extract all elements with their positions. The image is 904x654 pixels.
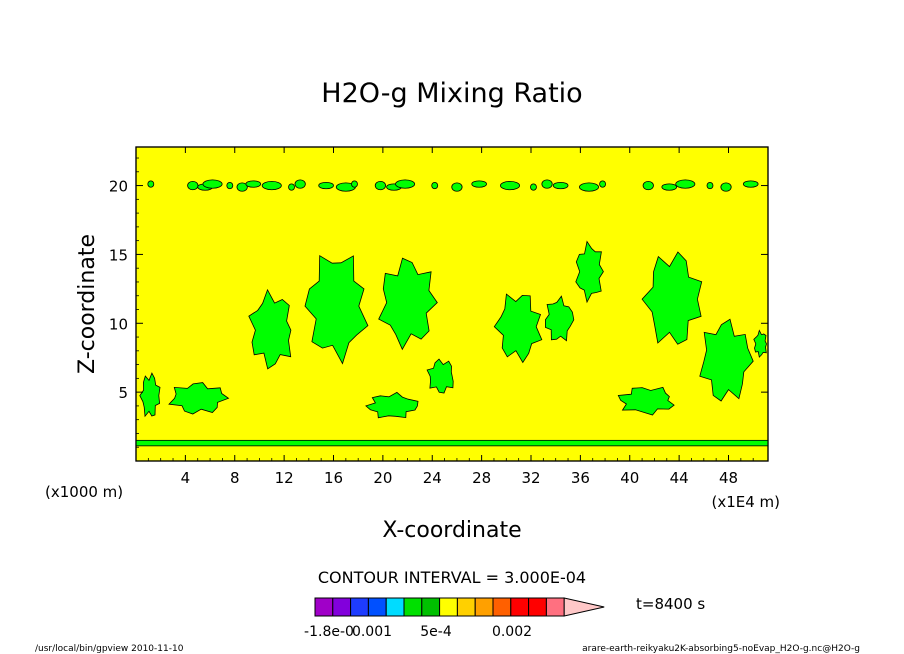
- x-tick-label: 32: [521, 469, 540, 487]
- colorbar-cell: [403, 597, 423, 617]
- colorbar-cell: [421, 597, 441, 617]
- humid-region: [365, 391, 419, 419]
- footer-right: arare-earth-reikyaku2K-absorbing5-noEvap…: [582, 644, 860, 654]
- y-axis-label: Z-coordinate: [75, 234, 100, 374]
- colorbar-arrow: [563, 597, 605, 617]
- x-tick-label: 24: [423, 469, 442, 487]
- chart-title: H2O-g Mixing Ratio: [321, 78, 582, 109]
- upper-humid-blob: [500, 180, 521, 191]
- colorbar-cell: [492, 597, 512, 617]
- colorbar-cell: [385, 597, 405, 617]
- x-tick-label: 8: [230, 469, 240, 487]
- x-axis-label: X-coordinate: [382, 518, 521, 543]
- upper-humid-blob: [451, 182, 463, 192]
- colorbar: [314, 597, 605, 617]
- colorbar-cell: [545, 597, 565, 617]
- x-tick-label: 12: [275, 469, 294, 487]
- upper-humid-blob: [675, 179, 696, 189]
- upper-humid-blob: [288, 183, 295, 191]
- humid-region: [545, 295, 575, 342]
- upper-humid-blob: [471, 180, 487, 188]
- colorbar-labels: -1.8e-00.001 5e-4 0.002: [304, 624, 532, 640]
- plot-frame: [135, 146, 769, 462]
- humid-region: [248, 288, 292, 370]
- upper-humid-blob: [530, 183, 537, 191]
- upper-humid-blob: [236, 182, 248, 192]
- upper-humid-blob: [202, 179, 223, 189]
- colorbar-label: 0.002: [492, 624, 532, 640]
- x-tick-label: 16: [324, 469, 343, 487]
- humid-region: [699, 318, 754, 402]
- colorbar-label: -1.8e-0: [304, 624, 354, 640]
- colorbar-label: 0.001: [352, 624, 392, 640]
- x-tick-label: 20: [373, 469, 392, 487]
- x-tick-label: 48: [719, 469, 738, 487]
- colorbar-cell: [314, 597, 334, 617]
- x-unit-label: (x1E4 m): [711, 493, 780, 511]
- colorbar-cell: [528, 597, 547, 617]
- humid-region: [617, 386, 675, 416]
- colorbar-cell: [332, 597, 352, 617]
- y-tick-label: 10: [109, 315, 128, 333]
- colorbar-cell: [350, 597, 369, 617]
- x-tick-label: 4: [181, 469, 191, 487]
- humid-region: [641, 251, 703, 345]
- colorbar-cell: [456, 597, 476, 617]
- upper-humid-blob: [661, 183, 678, 191]
- y-axis: 5 10 15 20: [109, 157, 768, 448]
- x-axis: 4 8 12 16 20 24 28 32 36 40 44 48: [147, 147, 754, 487]
- y-unit-label: (x1000 m): [45, 483, 123, 501]
- humid-region: [493, 293, 543, 364]
- y-tick-label: 15: [109, 246, 128, 264]
- colorbar-cell: [367, 597, 387, 617]
- humid-region: [378, 257, 438, 351]
- upper-humid-blob: [599, 180, 606, 188]
- upper-humid-blob: [245, 180, 262, 188]
- x-tick-label: 40: [620, 469, 639, 487]
- footer-left: /usr/local/bin/gpview 2010-11-10: [35, 644, 184, 654]
- plot-area: [135, 146, 769, 462]
- upper-humid-blob: [552, 181, 569, 190]
- humid-region: [139, 372, 161, 418]
- upper-humid-blob: [147, 180, 155, 188]
- x-tick-label: 36: [571, 469, 590, 487]
- upper-humid-blob: [187, 180, 199, 191]
- upper-humid-blob: [431, 181, 439, 190]
- x-tick-label: 44: [670, 469, 689, 487]
- y-tick-label: 20: [109, 178, 128, 196]
- humid-region: [753, 329, 767, 358]
- surface-layer-band: [135, 439, 769, 447]
- colorbar-cell: [510, 597, 530, 617]
- humid-region: [304, 255, 369, 365]
- upper-humid-blob: [318, 181, 334, 190]
- upper-humid-blob: [261, 180, 282, 191]
- upper-humid-blob: [720, 182, 732, 192]
- upper-humid-blob: [294, 179, 306, 189]
- upper-humid-blob: [395, 179, 416, 189]
- humid-region: [168, 382, 230, 415]
- humid-region: [426, 358, 454, 394]
- upper-humid-blob: [706, 181, 714, 190]
- x-tick-label: 28: [472, 469, 491, 487]
- time-label: t=8400 s: [636, 595, 705, 613]
- upper-humid-blob: [541, 179, 553, 189]
- upper-humid-blob: [742, 180, 759, 188]
- contour-interval-text: CONTOUR INTERVAL = 3.000E-04: [318, 568, 586, 587]
- humid-region: [575, 240, 604, 304]
- upper-humid-blob: [226, 181, 234, 190]
- upper-humid-blob: [642, 180, 654, 191]
- upper-humid-blob: [374, 180, 387, 191]
- colorbar-label: 5e-4: [420, 624, 452, 640]
- colorbar-cell: [474, 597, 494, 617]
- y-tick-label: 5: [118, 384, 128, 402]
- colorbar-cell: [439, 597, 458, 617]
- upper-humid-blob: [351, 180, 358, 188]
- upper-humid-blob: [579, 182, 600, 192]
